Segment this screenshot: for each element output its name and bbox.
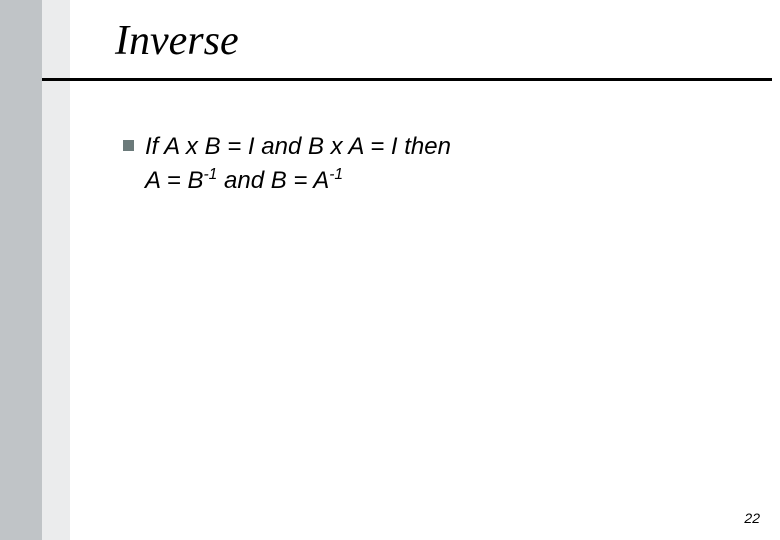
bullet-line-2-sup1: -1 [203,166,217,183]
bullet-line-2-part1: A = B [145,167,203,194]
bullet-line-1: If A x B = I and B x A = I then [145,130,750,164]
sidebar-outer [0,0,42,540]
square-bullet-icon [123,140,134,151]
page-number: 22 [744,510,760,526]
slide: Inverse If A x B = I and B x A = I then … [0,0,780,540]
bullet-line-2-part2: and B = A [217,167,329,194]
title-underline [42,78,772,81]
bullet-line-2: A = B-1 and B = A-1 [145,164,750,198]
slide-body: If A x B = I and B x A = I then A = B-1 … [145,130,750,197]
bullet-line-1-text: If A x B = I and B x A = I then [145,133,451,160]
slide-title: Inverse [115,20,239,62]
bullet-line-2-sup2: -1 [329,166,343,183]
sidebar-inner [42,0,70,540]
